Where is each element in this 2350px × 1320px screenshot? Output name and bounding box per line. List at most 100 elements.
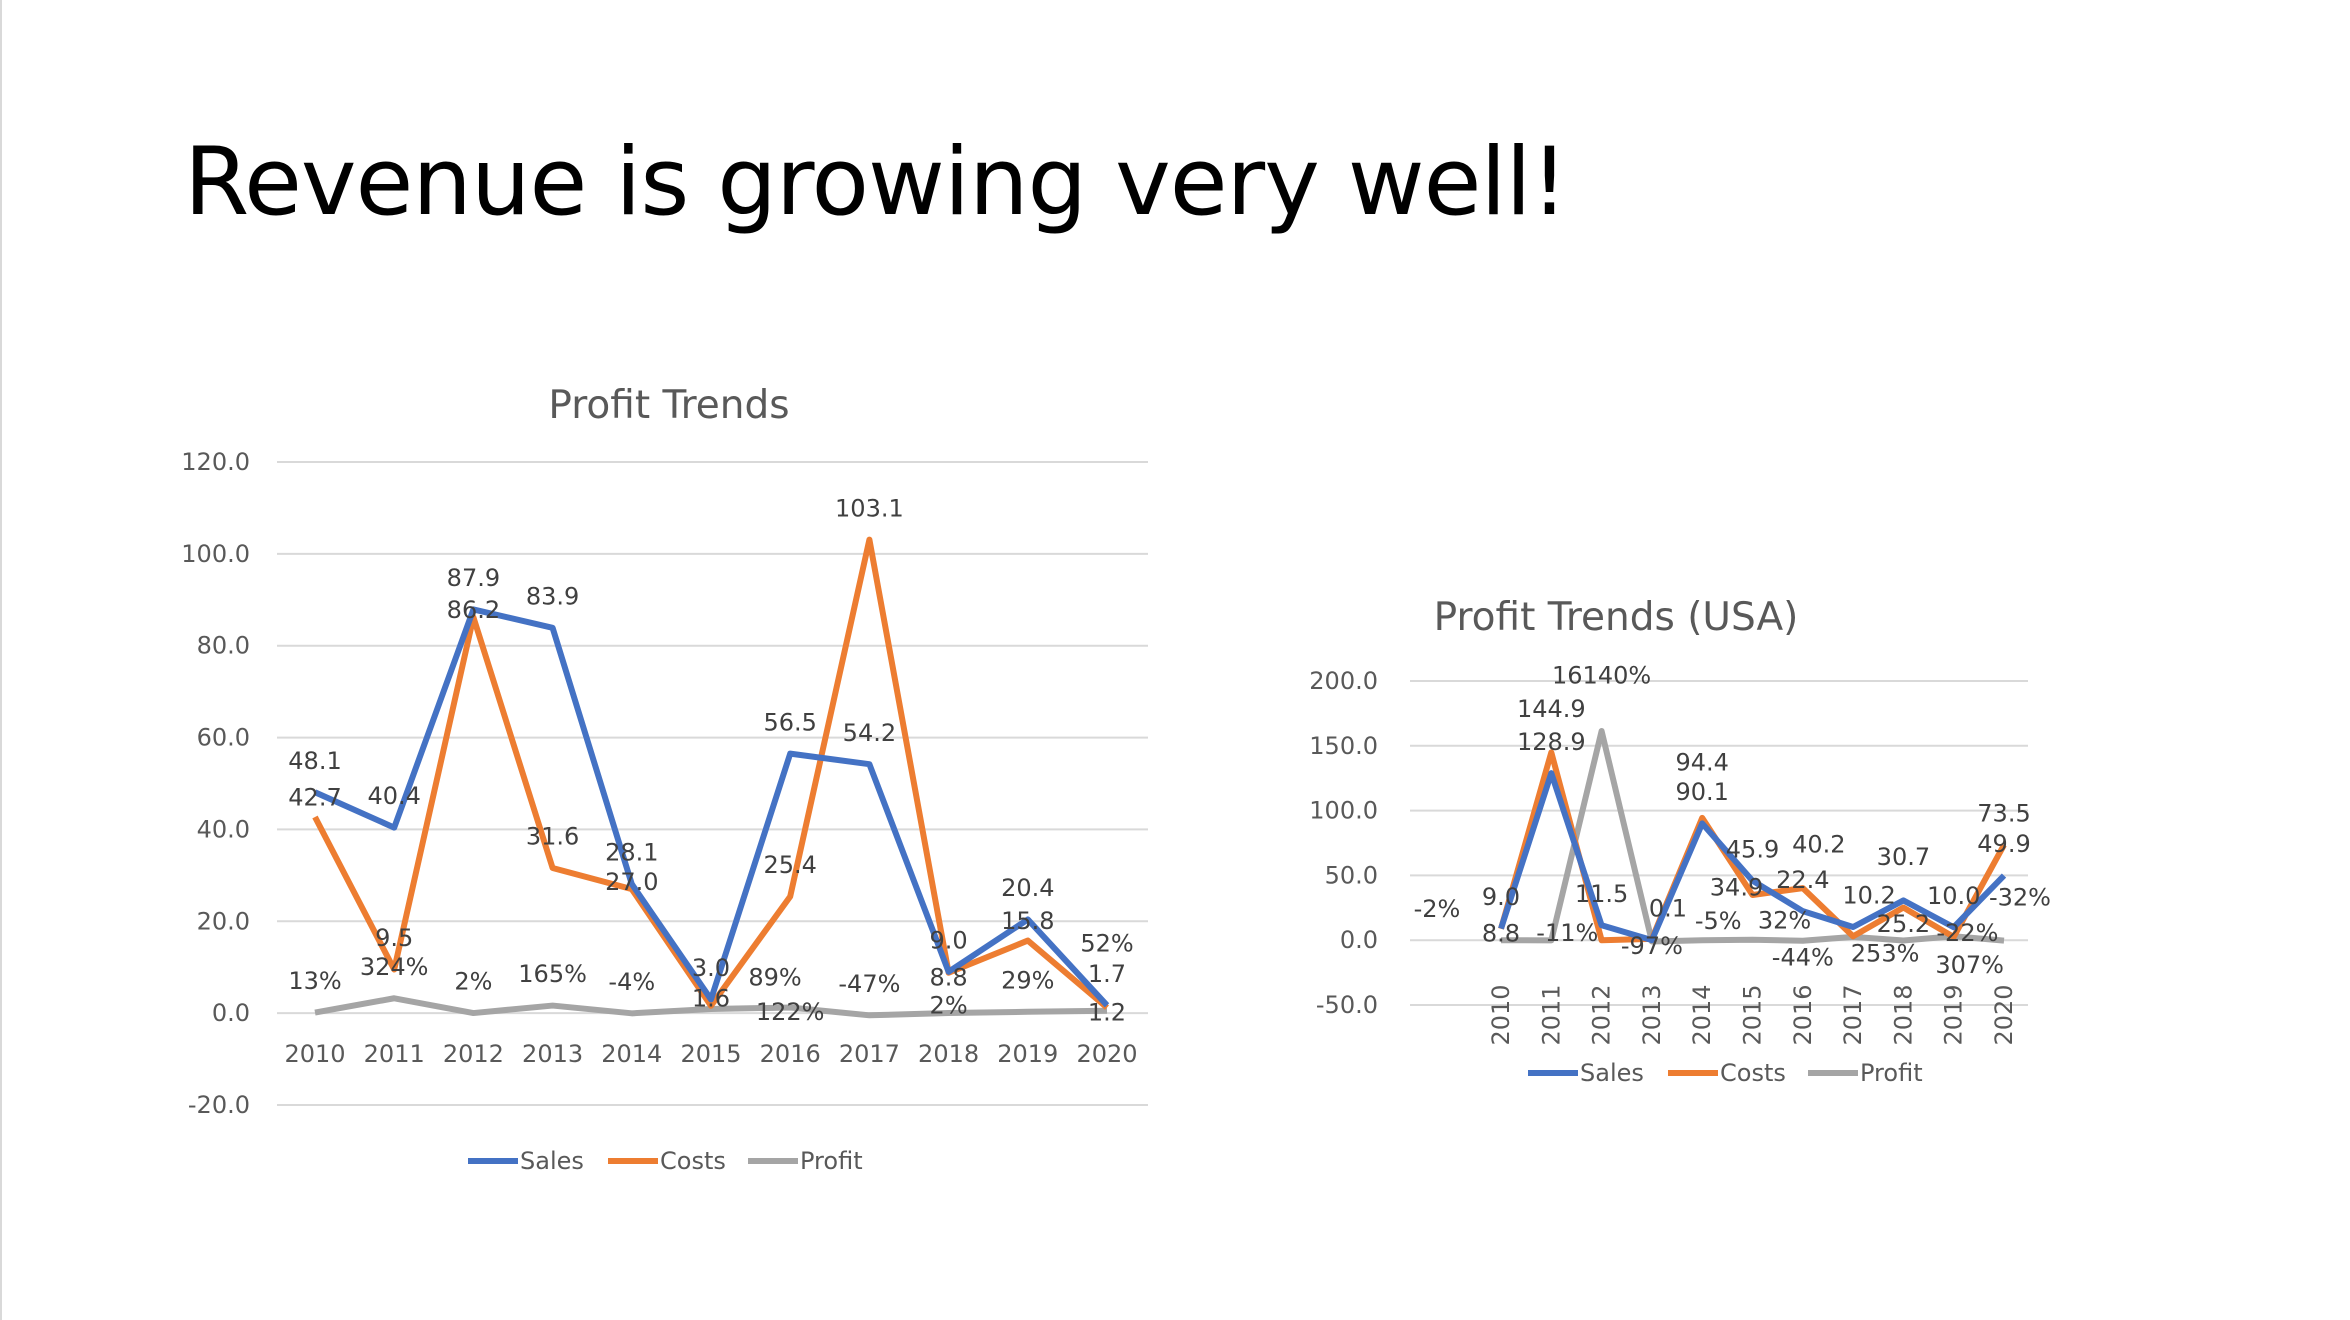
x-tick-label: 2016 — [1789, 984, 1817, 1045]
data-label-sales: 9.0 — [1482, 883, 1520, 911]
data-label-costs: 86.2 — [447, 596, 500, 624]
data-label-sales: 0.1 — [1649, 895, 1687, 923]
x-tick-label: 2019 — [1940, 984, 1968, 1045]
data-label-sales: 87.9 — [447, 564, 500, 592]
data-label-costs: 9.5 — [375, 924, 413, 952]
chart-1: Profit Trends -20.0 0.0 20.0 40.0 60.0 80.0 100… — [181, 383, 1148, 1175]
data-label-sales: 40.4 — [367, 782, 420, 810]
data-label-costs: 73.5 — [1977, 800, 2030, 828]
x-tick-label: 2017 — [1839, 984, 1867, 1045]
x-tick-label: 2014 — [601, 1040, 662, 1068]
y-tick-label: 80.0 — [197, 632, 250, 660]
data-label-profit: 32% — [1758, 906, 1811, 934]
data-label-sales: 90.1 — [1675, 778, 1728, 806]
x-tick-label: 2020 — [1990, 984, 2018, 1045]
data-label-costs: 40.2 — [1792, 831, 1845, 859]
data-label-costs: 25.4 — [763, 851, 816, 879]
y-tick-label: 20.0 — [197, 907, 250, 935]
y-tick-label: 100.0 — [1309, 797, 1378, 825]
data-label-sales: 45.9 — [1726, 835, 1779, 863]
y-tick-label: -50.0 — [1316, 991, 1378, 1019]
x-tick-label: 2015 — [680, 1040, 741, 1068]
x-tick-label: 2012 — [1588, 984, 1616, 1045]
x-tick-label: 2013 — [522, 1040, 583, 1068]
x-tick-label: 2010 — [284, 1040, 345, 1068]
legend-label: Costs — [660, 1147, 726, 1175]
x-tick-label: 2017 — [839, 1040, 900, 1068]
data-label-costs: 8.8 — [930, 963, 968, 991]
data-label-sales: 30.7 — [1877, 843, 1930, 871]
data-label-profit: 16140% — [1552, 662, 1651, 690]
y-tick-label: 50.0 — [1325, 861, 1378, 889]
data-label-costs: 34.9 — [1710, 874, 1763, 902]
legend-item-sales: Sales — [1528, 1059, 1644, 1087]
y-tick-label: 200.0 — [1309, 667, 1378, 695]
data-label-sales: 20.4 — [1001, 874, 1054, 902]
data-label-profit: 2% — [454, 968, 492, 996]
data-label-costs: 103.1 — [835, 494, 904, 522]
data-label-profit: 2% — [930, 992, 968, 1020]
data-label-sales: 83.9 — [526, 582, 579, 610]
x-tick-label: 2015 — [1739, 984, 1767, 1045]
data-label-profit: -32% — [1989, 883, 2051, 911]
data-label-profit: -2% — [1414, 895, 1461, 923]
data-label-sales: 3.0 — [692, 954, 730, 982]
slide-title: Revenue is growing very well! — [184, 128, 1568, 237]
x-tick-label: 2011 — [1537, 984, 1565, 1045]
y-tick-label: 0.0 — [1340, 926, 1378, 954]
x-tick-label: 2020 — [1076, 1040, 1137, 1068]
legend-item-sales: Sales — [468, 1147, 584, 1175]
y-tick-label: 120.0 — [181, 448, 250, 476]
y-tick-label: 150.0 — [1309, 732, 1378, 760]
legend-item-profit: Profit — [1808, 1059, 1923, 1087]
data-label-profit: -97% — [1621, 932, 1683, 960]
y-tick-label: -20.0 — [188, 1091, 250, 1119]
data-label-profit: 307% — [1935, 951, 2004, 979]
data-label-costs: 94.4 — [1675, 748, 1728, 776]
legend-label: Profit — [800, 1147, 863, 1175]
data-label-profit: 29% — [1001, 966, 1054, 994]
legend-item-costs: Costs — [608, 1147, 726, 1175]
data-label-costs: 31.6 — [526, 823, 579, 851]
x-tick-label: 2013 — [1638, 984, 1666, 1045]
data-label-profit: -22% — [1936, 919, 1998, 947]
data-label-sales: 56.5 — [763, 708, 816, 736]
y-tick-label: 60.0 — [197, 724, 250, 752]
legend-label: Sales — [1580, 1059, 1644, 1087]
series-line-sales — [313, 606, 1110, 1008]
data-label-profit: 324% — [360, 953, 429, 981]
data-label-costs: 15.8 — [1001, 907, 1054, 935]
slide-edge — [0, 0, 2, 1320]
legend-label: Profit — [1860, 1059, 1923, 1087]
data-label-profit: 165% — [518, 960, 587, 988]
data-label-sales: 28.1 — [605, 839, 658, 867]
data-label-profit: -11% — [1536, 919, 1598, 947]
data-label-costs: 144.9 — [1517, 695, 1586, 723]
x-tick-label: 2014 — [1688, 984, 1716, 1045]
y-tick-label: 40.0 — [197, 815, 250, 843]
legend-item-profit: Profit — [748, 1147, 863, 1175]
data-label-costs: 1.6 — [692, 984, 730, 1012]
data-label-sales: 9.0 — [930, 926, 968, 954]
data-label-sales: 48.1 — [288, 747, 341, 775]
data-label-sales: 128.9 — [1517, 728, 1586, 756]
data-label-profit: 89% — [748, 964, 801, 992]
data-label-profit: 122% — [756, 998, 825, 1026]
data-label-profit: -5% — [1695, 907, 1742, 935]
series-line-costs — [312, 536, 1109, 1010]
x-tick-label: 2018 — [918, 1040, 979, 1068]
x-tick-label: 2018 — [1889, 984, 1917, 1045]
data-label-profit: -47% — [838, 970, 900, 998]
series-line-profit — [314, 995, 1108, 1019]
series-line-sales — [1498, 770, 2007, 944]
series-line-profit — [1500, 728, 2005, 945]
y-tick-label: 100.0 — [181, 540, 250, 568]
chart-2: Profit Trends (USA) -50.0 0.0 50.0 100.0 150.… — [1309, 595, 2051, 1087]
data-label-profit: 13% — [288, 967, 341, 995]
data-label-costs: 8.8 — [1482, 919, 1520, 947]
data-label-profit: 253% — [1851, 940, 1920, 968]
data-label-sales: 10.0 — [1927, 882, 1980, 910]
legend-label: Costs — [1720, 1059, 1786, 1087]
x-tick-label: 2019 — [997, 1040, 1058, 1068]
data-label-sales: 22.4 — [1776, 866, 1829, 894]
